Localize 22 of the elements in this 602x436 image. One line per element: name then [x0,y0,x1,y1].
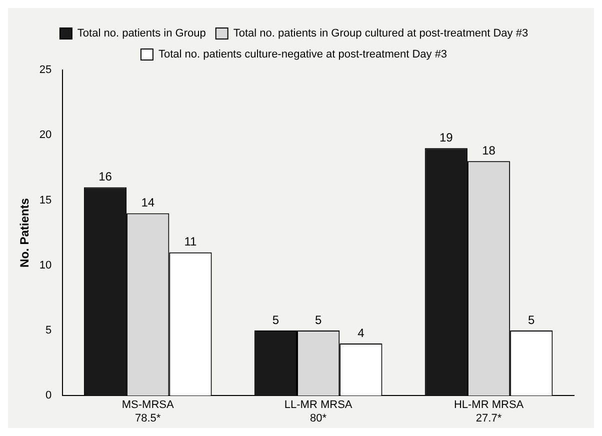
x-tick-label: HL-MR MRSA 27.7* [454,399,524,424]
x-tick-label: LL-MR MRSA 80* [284,399,353,424]
data-label: 4 [358,326,365,340]
legend-label: Total no. patients in Group cultured at post-treatment Day #3 [233,28,528,40]
y-tick-label: 20 [39,129,52,142]
data-label: 5 [314,312,322,327]
y-tick-label: 10 [39,259,52,272]
y-tick-label: 15 [39,194,52,206]
y-tick-label: 25 [39,64,52,76]
x-tick-label: MS-MRSA 78.5* [122,399,174,424]
data-label: 18 [482,143,496,158]
legend-label: Total no. patients in Group [77,28,206,40]
data-label: 5 [528,312,536,327]
data-label: 11 [184,234,198,249]
data-label: 19 [439,130,454,144]
data-label: 5 [272,312,280,327]
y-axis-title: No. Patients [18,198,32,268]
data-label: 16 [98,170,112,184]
y-tick-label: 5 [46,324,52,337]
data-label: 14 [141,196,155,210]
y-tick-label: 0 [46,390,52,402]
legend-label: Total no. patients culture-negative at post-treatment Day #3 [158,48,448,61]
